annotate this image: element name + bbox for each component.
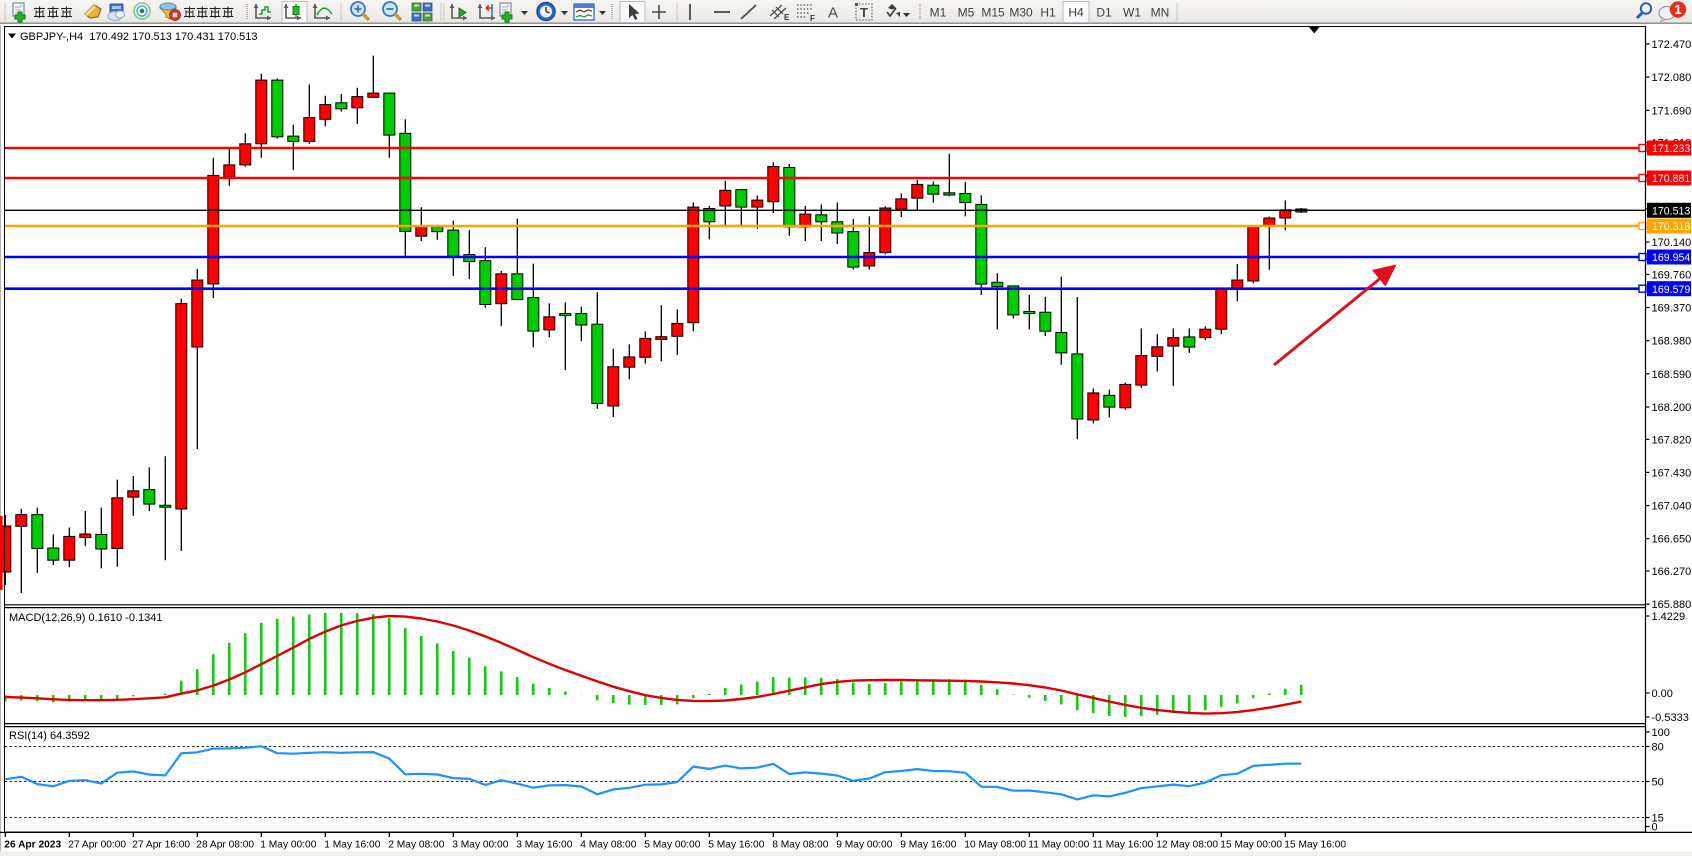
svg-text:169.370: 169.370 — [1652, 303, 1692, 315]
svg-text:5 May 00:00: 5 May 00:00 — [644, 840, 700, 851]
svg-text:27 Apr 16:00: 27 Apr 16:00 — [132, 840, 190, 851]
svg-text:167.820: 167.820 — [1652, 434, 1692, 446]
svg-text:170.881: 170.881 — [1652, 173, 1690, 185]
svg-text:9 May 16:00: 9 May 16:00 — [900, 840, 956, 851]
svg-text:M5: M5 — [958, 6, 975, 20]
svg-text:11 May 16:00: 11 May 16:00 — [1092, 840, 1153, 851]
svg-text:0: 0 — [1652, 822, 1658, 834]
svg-text:171.690: 171.690 — [1652, 105, 1692, 117]
svg-text:166.650: 166.650 — [1652, 534, 1692, 546]
svg-text:MN: MN — [1151, 6, 1170, 20]
svg-text:165.880: 165.880 — [1652, 599, 1692, 611]
svg-text:27 Apr 00:00: 27 Apr 00:00 — [68, 840, 126, 851]
svg-text:4 May 08:00: 4 May 08:00 — [580, 840, 636, 851]
svg-text:1 May 16:00: 1 May 16:00 — [324, 840, 380, 851]
svg-text:3 May 00:00: 3 May 00:00 — [452, 840, 508, 851]
svg-text:167.040: 167.040 — [1652, 501, 1692, 513]
svg-text:1: 1 — [1674, 2, 1681, 17]
svg-text:12 May 08:00: 12 May 08:00 — [1156, 840, 1218, 851]
svg-text:H4: H4 — [1068, 6, 1084, 20]
svg-text:MACD(12,26,9) 0.1610 -0.1341: MACD(12,26,9) 0.1610 -0.1341 — [9, 612, 162, 624]
svg-text:15 May 16:00: 15 May 16:00 — [1284, 840, 1346, 851]
svg-text:H1: H1 — [1040, 6, 1056, 20]
svg-text:0.00: 0.00 — [1652, 688, 1673, 700]
svg-text:171.233: 171.233 — [1652, 143, 1690, 155]
svg-text:100: 100 — [1652, 727, 1670, 739]
svg-text:169.760: 169.760 — [1652, 269, 1692, 281]
svg-text:M30: M30 — [1009, 6, 1033, 20]
svg-text:168.980: 168.980 — [1652, 336, 1692, 348]
svg-text:1 May 00:00: 1 May 00:00 — [260, 840, 316, 851]
svg-text:169.579: 169.579 — [1652, 284, 1690, 296]
svg-text:50: 50 — [1652, 777, 1664, 789]
svg-text:15: 15 — [1652, 813, 1664, 825]
svg-text:RSI(14) 64.3592: RSI(14) 64.3592 — [9, 730, 90, 742]
svg-text:2 May 08:00: 2 May 08:00 — [388, 840, 444, 851]
svg-text:11 May 00:00: 11 May 00:00 — [1028, 840, 1089, 851]
svg-text:172.470: 172.470 — [1652, 39, 1692, 51]
svg-text:172.080: 172.080 — [1652, 72, 1692, 84]
svg-text:28 Apr 08:00: 28 Apr 08:00 — [196, 840, 254, 851]
svg-text:9 May 00:00: 9 May 00:00 — [836, 840, 892, 851]
svg-text:167.430: 167.430 — [1652, 467, 1692, 479]
svg-text:169.954: 169.954 — [1652, 252, 1690, 264]
svg-text:10 May 08:00: 10 May 08:00 — [964, 840, 1026, 851]
svg-text:1.4229: 1.4229 — [1652, 611, 1686, 623]
svg-text:M15: M15 — [981, 6, 1005, 20]
svg-text:170.318: 170.318 — [1652, 221, 1690, 233]
svg-text:8 May 08:00: 8 May 08:00 — [772, 840, 828, 851]
svg-text:5 May 16:00: 5 May 16:00 — [708, 840, 764, 851]
svg-text:80: 80 — [1652, 742, 1664, 754]
svg-text:168.590: 168.590 — [1652, 369, 1692, 381]
svg-text:D1: D1 — [1096, 6, 1112, 20]
svg-text:26 Apr 2023: 26 Apr 2023 — [4, 840, 61, 851]
svg-text:170.140: 170.140 — [1652, 237, 1692, 249]
svg-text:W1: W1 — [1123, 6, 1141, 20]
svg-text:T: T — [860, 5, 868, 20]
svg-text:E: E — [784, 13, 790, 22]
svg-text:F: F — [810, 14, 815, 23]
svg-text:15 May 00:00: 15 May 00:00 — [1220, 840, 1282, 851]
svg-text:GBPJPY-,H4 170.492 170.513 17: GBPJPY-,H4 170.492 170.513 170.431 170.5… — [20, 31, 258, 43]
svg-text:M1: M1 — [930, 6, 947, 20]
svg-text:-0.5333: -0.5333 — [1652, 712, 1689, 724]
svg-text:166.270: 166.270 — [1652, 566, 1692, 578]
svg-text:170.513: 170.513 — [1652, 206, 1690, 218]
svg-text:168.200: 168.200 — [1652, 402, 1692, 414]
svg-text:A: A — [828, 5, 838, 22]
svg-text:3 May 16:00: 3 May 16:00 — [516, 840, 572, 851]
